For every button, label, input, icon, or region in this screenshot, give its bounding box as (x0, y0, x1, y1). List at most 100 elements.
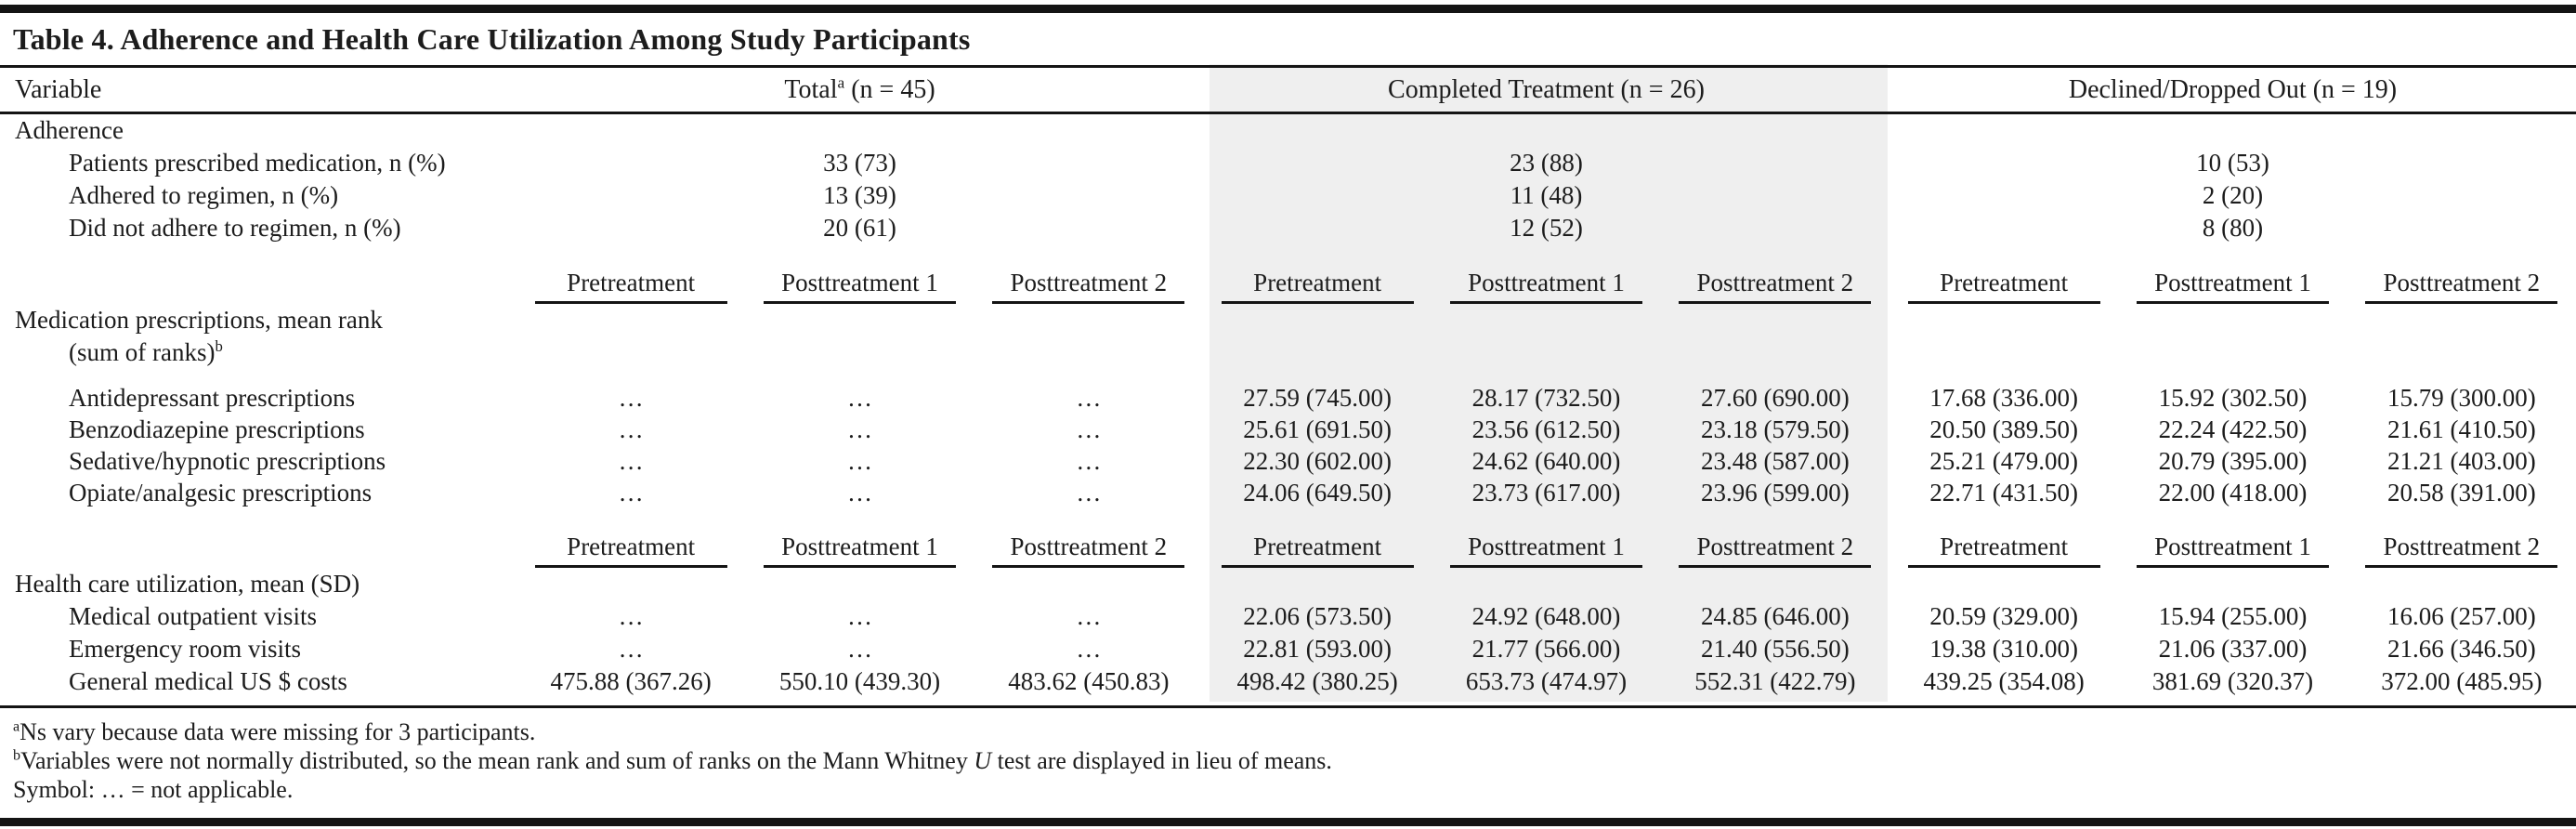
value-cell: 33 (73) (823, 149, 896, 177)
table-title: Table 4. Adherence and Health Care Utili… (13, 22, 971, 56)
value-cell: 20.58 (391.00) (2386, 479, 2536, 507)
column-header: Posttreatment 2 (974, 269, 1203, 304)
value-cell: 15.94 (255.00) (2158, 602, 2308, 630)
column-header-label: Posttreatment 2 (1679, 269, 1872, 304)
table-row: Antidepressant prescriptions … … … 27.59 (74… (0, 382, 2576, 414)
value-cell: … (846, 479, 872, 507)
row-label: Benzodiazepine prescriptions (69, 415, 365, 443)
section-label-line1: Medication prescriptions, mean rank (15, 306, 383, 334)
value-cell: 21.21 (403.00) (2386, 447, 2536, 475)
column-header: Pretreatment (517, 533, 745, 568)
table-row: Medical outpatient visits … … … 22.06 (573.5… (0, 600, 2576, 633)
column-header-label: Posttreatment 2 (992, 533, 1185, 568)
value-cell: 23.96 (599.00) (1700, 479, 1850, 507)
value-cell: … (618, 602, 644, 630)
column-header: Posttreatment 2 (2347, 269, 2576, 304)
value-cell: 27.59 (745.00) (1243, 384, 1393, 412)
value-cell: … (846, 602, 872, 630)
column-header: Posttreatment 1 (1432, 533, 1660, 568)
top-rule (0, 5, 2576, 13)
column-header: Posttreatment 1 (1432, 269, 1660, 304)
row-label: Patients prescribed medication, n (%) (69, 149, 446, 177)
footnote-a-marker: a (13, 718, 20, 735)
value-cell: 15.79 (300.00) (2386, 384, 2536, 412)
value-cell: 20.79 (395.00) (2158, 447, 2308, 475)
footnote-a-text: Ns vary because data were missing for 3 … (20, 718, 536, 745)
value-cell: 17.68 (336.00) (1929, 384, 2079, 412)
column-header: Posttreatment 2 (1661, 533, 1890, 568)
value-cell: 2 (20) (2202, 181, 2264, 209)
value-cell: 24.06 (649.50) (1243, 479, 1393, 507)
value-cell: 21.40 (556.50) (1700, 635, 1850, 663)
value-cell: 13 (39) (823, 181, 896, 209)
bottom-rule (0, 818, 2576, 826)
value-cell: 381.69 (320.37) (2151, 667, 2314, 695)
value-cell: 22.81 (593.00) (1243, 635, 1393, 663)
row-label: Sedative/hypnotic prescriptions (69, 447, 386, 475)
value-cell: 20.50 (389.50) (1929, 415, 2079, 443)
value-cell: 21.77 (566.00) (1471, 635, 1621, 663)
table-row: Opiate/analgesic prescriptions … … … 24.06 (… (0, 477, 2576, 508)
group-header-completed-n: (n = 26) (1614, 74, 1705, 104)
value-cell: 24.62 (640.00) (1471, 447, 1621, 475)
value-cell: 23 (88) (1510, 149, 1583, 177)
column-header: Posttreatment 1 (2118, 533, 2347, 568)
value-cell: … (1076, 602, 1102, 630)
completed-treatment-highlight (1210, 64, 1888, 702)
value-cell: … (846, 384, 872, 412)
column-header-label: Pretreatment (1907, 533, 2100, 568)
value-cell: … (1076, 384, 1102, 412)
value-cell: 475.88 (367.26) (550, 667, 712, 695)
row-label: Did not adhere to regimen, n (%) (69, 214, 401, 242)
value-cell: 552.31 (422.79) (1694, 667, 1856, 695)
column-header: Pretreatment (517, 269, 745, 304)
column-header-label: Posttreatment 2 (2365, 269, 2558, 304)
subheader-row: Pretreatment Posttreatment 1 Posttreatment… (0, 244, 2576, 304)
group-header-completed: Completed Treatment (n = 26) (1203, 75, 1890, 105)
subheader-row: Pretreatment Posttreatment 1 Posttreatment… (0, 508, 2576, 568)
value-cell: 23.73 (617.00) (1471, 479, 1621, 507)
group-header-total-label: Total (784, 74, 838, 104)
footnote-b-text2: test are displayed in lieu of means. (991, 747, 1332, 774)
value-cell: 24.92 (648.00) (1471, 602, 1621, 630)
table-row: Sedative/hypnotic prescriptions … … … 22.30 … (0, 445, 2576, 477)
value-cell: 10 (53) (2196, 149, 2269, 177)
section-row: Adherence (0, 114, 2576, 147)
column-header-label: Pretreatment (1221, 533, 1414, 568)
group-header-declined-label: Declined/Dropped Out (2068, 74, 2307, 104)
column-header-label: Pretreatment (1907, 269, 2100, 304)
column-header: Posttreatment 1 (745, 533, 974, 568)
value-cell: … (618, 415, 644, 443)
value-cell: 439.25 (354.08) (1923, 667, 2085, 695)
value-cell: 22.06 (573.50) (1243, 602, 1393, 630)
column-header: Pretreatment (1203, 533, 1432, 568)
variable-column-header: Variable (15, 74, 102, 104)
value-cell: 23.48 (587.00) (1700, 447, 1850, 475)
value-cell: … (846, 635, 872, 663)
footnote-b-marker: b (13, 747, 21, 764)
row-label: General medical US $ costs (69, 667, 347, 695)
column-header-label: Posttreatment 1 (764, 533, 956, 568)
value-cell: … (618, 447, 644, 475)
value-cell: 21.66 (346.50) (2386, 635, 2536, 663)
column-header: Pretreatment (1203, 269, 1432, 304)
value-cell: 653.73 (474.97) (1465, 667, 1628, 695)
value-cell: … (618, 479, 644, 507)
value-cell: 22.00 (418.00) (2158, 479, 2308, 507)
value-cell: 8 (80) (2202, 214, 2264, 242)
footer-rule (0, 705, 2576, 708)
value-cell: 22.24 (422.50) (2158, 415, 2308, 443)
column-header: Posttreatment 2 (974, 533, 1203, 568)
row-label: Emergency room visits (69, 635, 301, 663)
section-label: Adherence (15, 116, 124, 144)
value-cell: … (846, 415, 872, 443)
value-cell: 24.85 (646.00) (1700, 602, 1850, 630)
value-cell: 483.62 (450.83) (1008, 667, 1170, 695)
header-rule (0, 112, 2576, 114)
group-header-completed-label: Completed Treatment (1388, 74, 1615, 104)
column-header: Posttreatment 1 (2118, 269, 2347, 304)
value-cell: 20.59 (329.00) (1929, 602, 2079, 630)
table-row: Did not adhere to regimen, n (%) 20 (61) 1… (0, 212, 2576, 244)
value-cell: … (618, 635, 644, 663)
value-cell: … (1076, 635, 1102, 663)
